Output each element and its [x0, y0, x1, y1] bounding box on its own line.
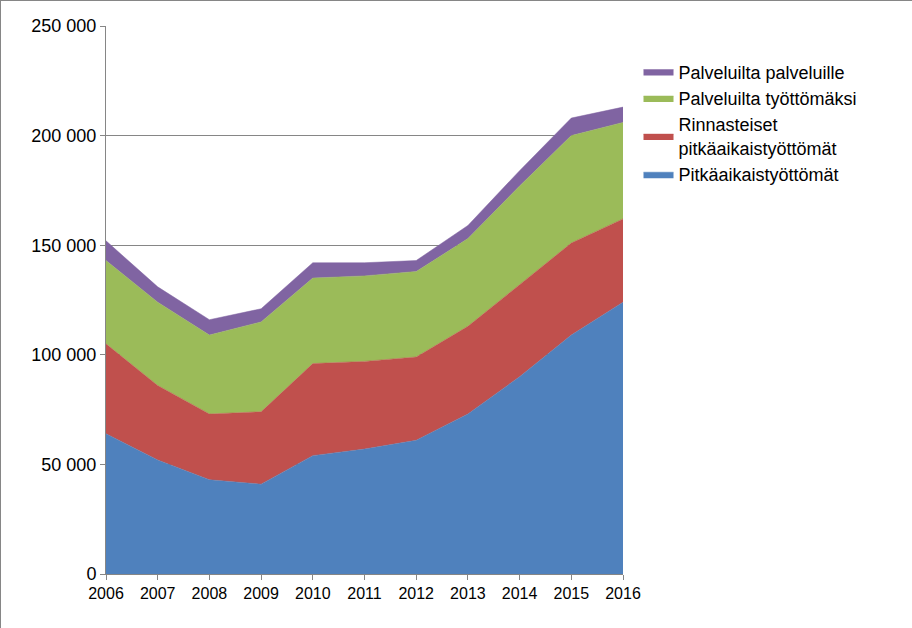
svg-text:2012: 2012: [398, 585, 434, 602]
svg-text:2007: 2007: [140, 585, 176, 602]
svg-text:Palveluilta palveluille: Palveluilta palveluille: [679, 63, 845, 83]
svg-text:2014: 2014: [502, 585, 538, 602]
svg-text:0: 0: [86, 564, 96, 584]
svg-text:2008: 2008: [192, 585, 228, 602]
svg-text:2015: 2015: [554, 585, 590, 602]
svg-text:2016: 2016: [605, 585, 641, 602]
svg-text:2013: 2013: [450, 585, 486, 602]
svg-text:200 000: 200 000: [31, 126, 96, 146]
svg-text:150 000: 150 000: [31, 236, 96, 256]
svg-text:Palveluilta työttömäksi: Palveluilta työttömäksi: [679, 89, 857, 109]
svg-text:Rinnasteisetpitkäaikaistyöttöm: Rinnasteisetpitkäaikaistyöttömät: [679, 115, 837, 158]
svg-text:2010: 2010: [295, 585, 331, 602]
svg-text:2006: 2006: [88, 585, 124, 602]
svg-text:2009: 2009: [243, 585, 279, 602]
svg-text:2011: 2011: [347, 585, 382, 602]
svg-text:50 000: 50 000: [41, 455, 96, 475]
svg-text:Pitkäaikaistyöttömät: Pitkäaikaistyöttömät: [679, 165, 839, 185]
svg-text:250 000: 250 000: [31, 16, 96, 36]
svg-text:100 000: 100 000: [31, 345, 96, 365]
